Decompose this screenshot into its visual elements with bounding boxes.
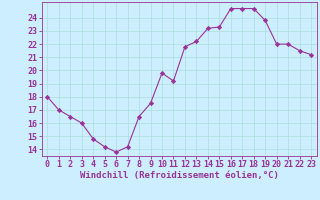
X-axis label: Windchill (Refroidissement éolien,°C): Windchill (Refroidissement éolien,°C) xyxy=(80,171,279,180)
